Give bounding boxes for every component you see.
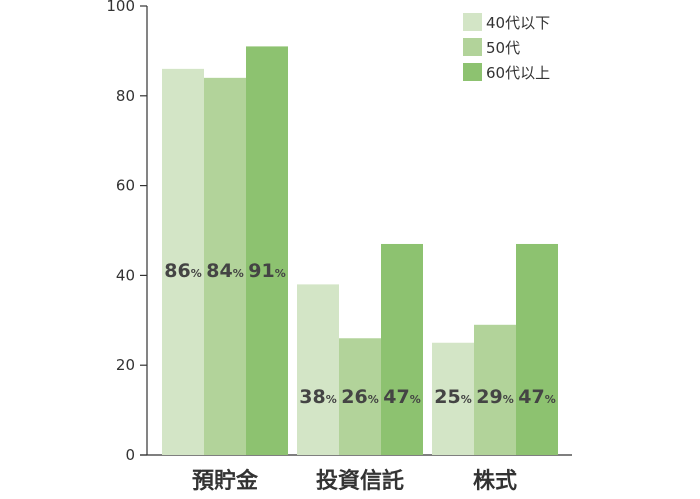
bar-value-label: 84% [206, 260, 243, 282]
y-tick-label: 40 [116, 266, 135, 284]
legend-swatch [463, 13, 482, 31]
bar-value-label: 26% [341, 386, 378, 408]
bar [474, 324, 516, 455]
bar [204, 77, 246, 455]
bar-value-label: 25% [434, 386, 471, 408]
legend-swatch [463, 38, 482, 56]
bar [162, 68, 204, 456]
x-category-label: 預貯金 [192, 468, 259, 494]
bar-value-label: 47% [518, 386, 555, 408]
x-category-label: 投資信託 [316, 468, 404, 494]
legend-label: 50代 [486, 39, 520, 57]
bar-value-label: 29% [476, 386, 513, 408]
legend: 40代以下 50代 60代以上 [463, 13, 550, 82]
y-tick-label: 0 [125, 446, 135, 464]
legend-label: 60代以上 [486, 64, 550, 82]
legend-swatch [463, 63, 482, 81]
bar-value-label: 47% [383, 386, 420, 408]
bar [246, 46, 288, 455]
legend-label: 40代以下 [486, 14, 550, 32]
bar-value-label: 38% [299, 386, 336, 408]
y-tick-label: 80 [116, 87, 135, 105]
x-category-label: 株式 [473, 469, 517, 494]
data-labels-layer: 86% 84% 91%38% 26% 47% 25% 29% 47% [164, 260, 555, 408]
y-tick-label: 20 [116, 356, 135, 374]
bar [432, 342, 474, 455]
bar [339, 338, 381, 455]
y-tick-label: 100 [106, 0, 135, 15]
bars-layer [162, 46, 558, 456]
bar [381, 243, 423, 455]
bar-value-label: 91% [248, 260, 285, 282]
y-tick-label: 60 [116, 177, 135, 195]
bar [297, 284, 339, 455]
bar-value-label: 86% [164, 260, 201, 282]
bar [516, 243, 558, 455]
